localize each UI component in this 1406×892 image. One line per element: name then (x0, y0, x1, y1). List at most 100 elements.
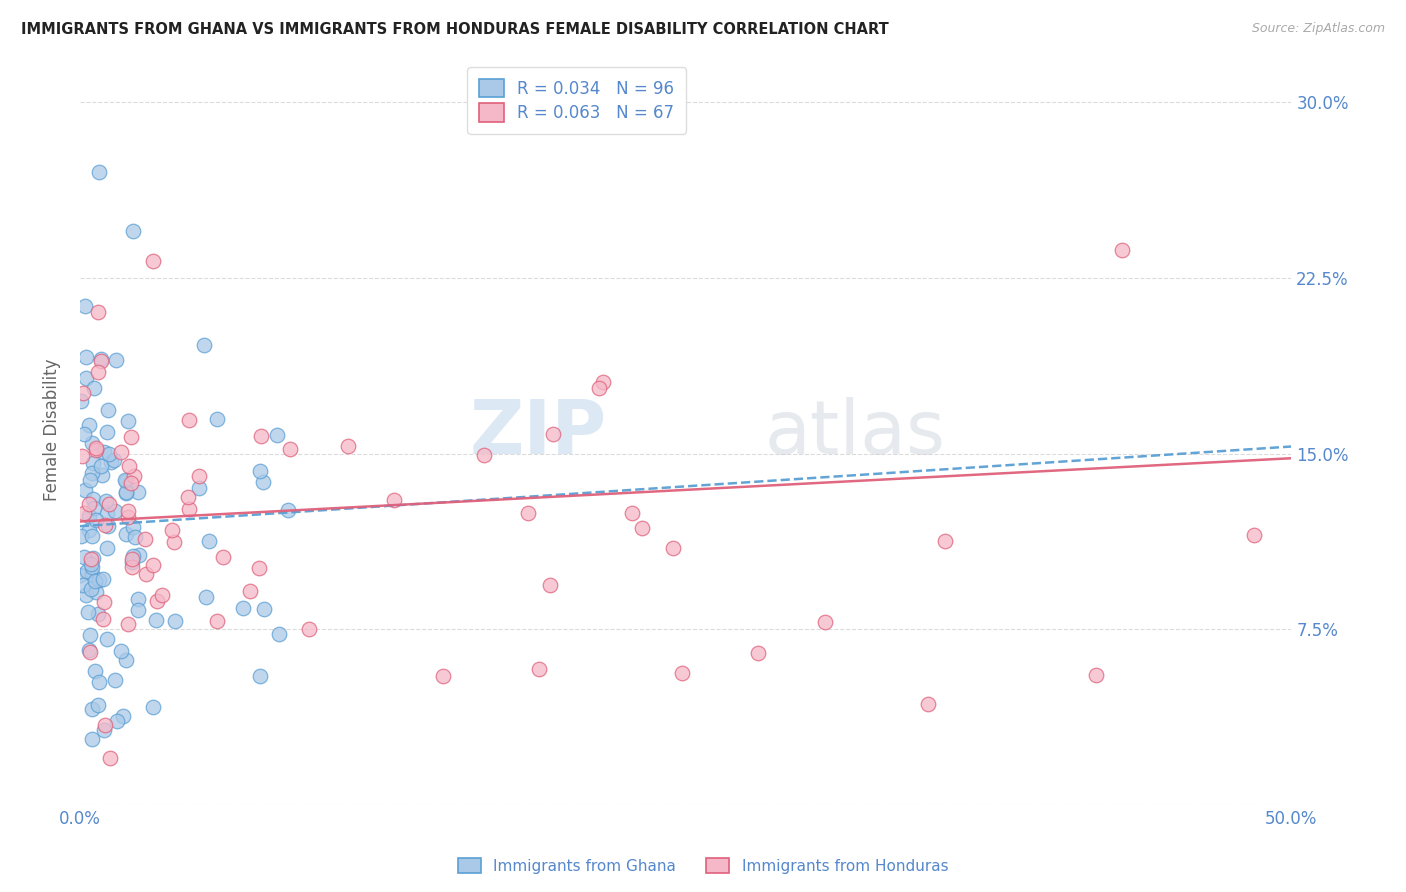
Point (96, 506, 118, 520)
Point (337, 439, 360, 453)
Point (146, 593, 169, 607)
Point (176, 490, 198, 504)
Point (96, 541, 118, 555)
Point (121, 555, 143, 569)
Point (104, 352, 127, 367)
Point (93, 595, 115, 609)
Point (127, 591, 149, 606)
Point (77, 417, 100, 432)
Point (115, 653, 138, 667)
Point (124, 468, 146, 483)
Point (96, 425, 118, 439)
Point (239, 584, 262, 599)
Point (84, 441, 107, 455)
Legend: Immigrants from Ghana, Immigrants from Honduras: Immigrants from Ghana, Immigrants from H… (451, 852, 955, 880)
Point (87, 674, 110, 689)
Point (1243, 527, 1265, 541)
Point (142, 558, 165, 572)
Point (73, 549, 96, 564)
Point (145, 613, 167, 627)
Point (96, 632, 118, 646)
Point (80, 702, 103, 716)
Point (89, 573, 111, 587)
Point (93, 517, 115, 532)
Point (105, 714, 128, 728)
Point (77, 643, 100, 657)
Point (205, 614, 228, 628)
Point (75, 371, 97, 385)
Point (163, 535, 186, 549)
Point (82, 566, 104, 581)
Point (121, 559, 143, 574)
Point (934, 533, 956, 548)
Point (160, 523, 183, 537)
Point (278, 442, 301, 457)
Point (93, 723, 115, 737)
Point (249, 464, 271, 478)
Point (79, 552, 101, 566)
Point (103, 453, 125, 467)
Point (187, 481, 209, 495)
Point (538, 578, 561, 592)
Point (104, 673, 127, 687)
Point (472, 448, 495, 462)
Point (91, 612, 114, 626)
Point (80, 732, 103, 747)
Point (529, 662, 551, 676)
Point (165, 614, 187, 628)
Point (114, 486, 136, 500)
Point (432, 669, 454, 683)
Point (70, 393, 93, 408)
Point (122, 224, 145, 238)
Point (247, 561, 270, 575)
Point (205, 412, 228, 426)
Point (198, 534, 221, 549)
Point (79, 558, 101, 572)
Point (97, 447, 120, 461)
Text: Source: ZipAtlas.com: Source: ZipAtlas.com (1251, 22, 1385, 36)
Point (97, 519, 120, 533)
Point (93, 572, 115, 586)
Point (117, 504, 139, 518)
Point (82, 466, 104, 480)
Point (671, 666, 693, 681)
Point (232, 601, 254, 615)
Point (188, 468, 211, 483)
Text: IMMIGRANTS FROM GHANA VS IMMIGRANTS FROM HONDURAS FEMALE DISABILITY CORRELATION : IMMIGRANTS FROM GHANA VS IMMIGRANTS FROM… (21, 22, 889, 37)
Point (82, 456, 104, 470)
Point (620, 506, 643, 520)
Point (121, 552, 143, 566)
Point (73, 299, 96, 313)
Point (89, 165, 111, 179)
Point (73, 506, 96, 520)
Point (150, 588, 173, 602)
Point (86, 607, 108, 621)
Point (177, 413, 200, 427)
Point (195, 590, 218, 604)
Point (94, 493, 117, 508)
Point (592, 375, 614, 389)
Point (79, 645, 101, 659)
Point (115, 527, 138, 541)
Point (120, 476, 142, 491)
Point (94, 718, 117, 732)
Point (193, 338, 215, 352)
Point (110, 644, 132, 658)
Point (117, 414, 139, 428)
Point (662, 541, 685, 556)
Point (124, 531, 146, 545)
Point (211, 550, 233, 565)
Point (127, 484, 149, 499)
Point (90, 458, 112, 473)
Point (87, 698, 110, 712)
Point (114, 484, 136, 499)
Point (112, 709, 135, 723)
Point (630, 521, 652, 535)
Point (70, 529, 93, 543)
Point (79, 627, 101, 641)
Point (122, 549, 145, 564)
Point (134, 566, 156, 581)
Point (127, 602, 149, 616)
Point (917, 698, 939, 712)
Point (517, 506, 540, 520)
